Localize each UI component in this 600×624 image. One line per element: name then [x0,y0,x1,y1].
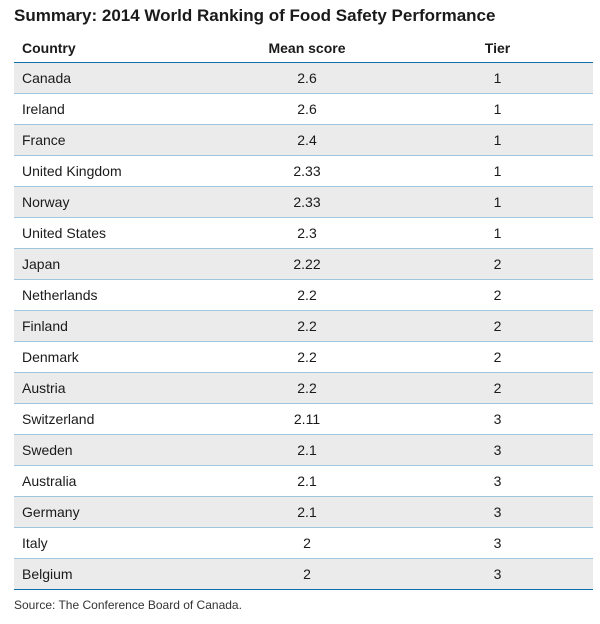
mean-score-cell: 2.33 [212,155,402,187]
table-row: United Kingdom 2.33 1 [14,155,593,187]
table-body: Canada 2.6 1 Ireland 2.6 1 France 2.4 1 United Ki… [14,62,593,590]
mean-score-cell: 2.1 [212,465,402,497]
mean-score-cell: 2 [212,527,402,559]
ranking-table: Country Mean score Tier Canada 2.6 1 Irelan… [14,33,593,590]
table-header-row: Country Mean score Tier [14,33,593,63]
tier-cell: 2 [402,372,593,404]
tier-cell: 3 [402,465,593,497]
country-cell: United States [14,217,212,249]
column-header-mean-score: Mean score [212,33,402,63]
mean-score-cell: 2.2 [212,341,402,373]
mean-score-cell: 2.2 [212,279,402,311]
table-row: Ireland 2.6 1 [14,93,593,125]
tier-cell: 1 [402,155,593,187]
country-cell: Germany [14,496,212,528]
mean-score-cell: 2.22 [212,248,402,280]
table-row: Netherlands 2.2 2 [14,279,593,311]
mean-score-cell: 2.1 [212,496,402,528]
country-cell: Canada [14,62,212,94]
mean-score-cell: 2.11 [212,403,402,435]
country-cell: Belgium [14,558,212,590]
column-header-country: Country [14,33,212,63]
table-row: Canada 2.6 1 [14,62,593,94]
tier-cell: 1 [402,124,593,156]
column-header-tier: Tier [402,33,593,63]
tier-cell: 3 [402,527,593,559]
table-row: Finland 2.2 2 [14,310,593,342]
table-row: Germany 2.1 3 [14,496,593,528]
tier-cell: 2 [402,248,593,280]
tier-cell: 1 [402,217,593,249]
country-cell: Japan [14,248,212,280]
tier-cell: 3 [402,434,593,466]
tier-cell: 1 [402,62,593,94]
table-row: Australia 2.1 3 [14,465,593,497]
table-row: Belgium 2 3 [14,558,593,590]
table-row: Switzerland 2.11 3 [14,403,593,435]
tier-cell: 3 [402,403,593,435]
mean-score-cell: 2.1 [212,434,402,466]
tier-cell: 2 [402,341,593,373]
table-row: Norway 2.33 1 [14,186,593,218]
table-row: United States 2.3 1 [14,217,593,249]
country-cell: Austria [14,372,212,404]
country-cell: Norway [14,186,212,218]
mean-score-cell: 2.33 [212,186,402,218]
mean-score-cell: 2.6 [212,62,402,94]
mean-score-cell: 2.6 [212,93,402,125]
mean-score-cell: 2.2 [212,310,402,342]
country-cell: Australia [14,465,212,497]
chart-title: Summary: 2014 World Ranking of Food Safe… [14,6,496,25]
country-cell: Ireland [14,93,212,125]
country-cell: Finland [14,310,212,342]
country-cell: Denmark [14,341,212,373]
table-row: France 2.4 1 [14,124,593,156]
country-cell: Switzerland [14,403,212,435]
table-row: Italy 2 3 [14,527,593,559]
country-cell: Italy [14,527,212,559]
table-row: Austria 2.2 2 [14,372,593,404]
table-row: Denmark 2.2 2 [14,341,593,373]
tier-cell: 3 [402,496,593,528]
country-cell: Sweden [14,434,212,466]
mean-score-cell: 2.3 [212,217,402,249]
tier-cell: 1 [402,93,593,125]
tier-cell: 2 [402,279,593,311]
mean-score-cell: 2.4 [212,124,402,156]
tier-cell: 2 [402,310,593,342]
country-cell: United Kingdom [14,155,212,187]
country-cell: France [14,124,212,156]
country-cell: Netherlands [14,279,212,311]
mean-score-cell: 2.2 [212,372,402,404]
source-note: Source: The Conference Board of Canada. [14,598,242,612]
tier-cell: 1 [402,186,593,218]
table-row: Japan 2.22 2 [14,248,593,280]
mean-score-cell: 2 [212,558,402,590]
tier-cell: 3 [402,558,593,590]
table-row: Sweden 2.1 3 [14,434,593,466]
